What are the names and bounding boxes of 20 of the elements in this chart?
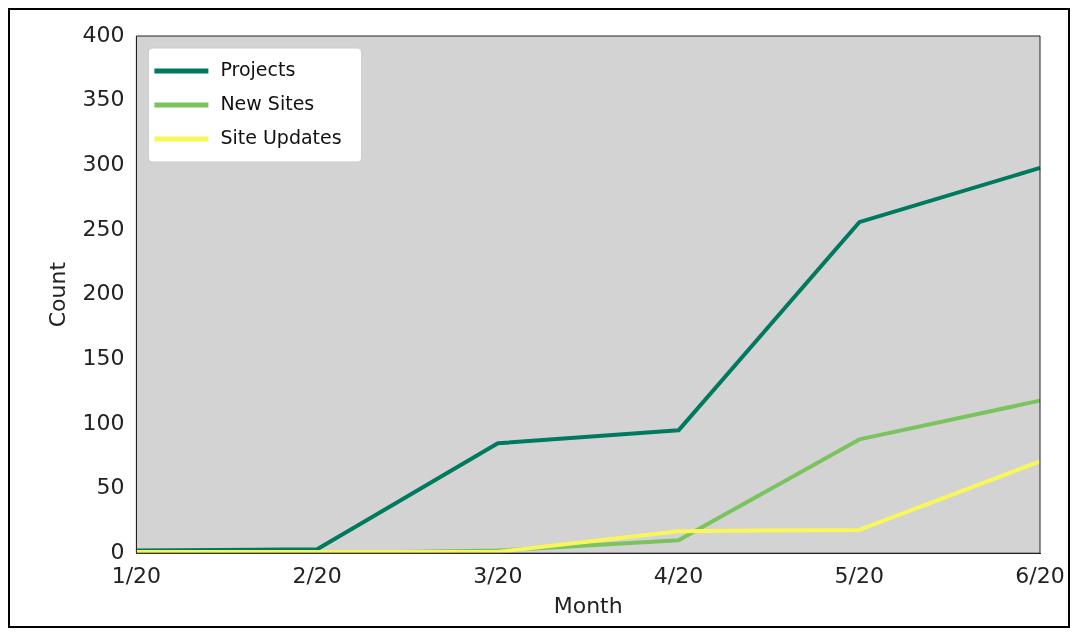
y-tick-label: 0 (110, 538, 125, 564)
y-tick-label: 400 (82, 21, 125, 47)
legend-label: Site Updates (220, 125, 342, 148)
y-tick-label: 100 (82, 409, 125, 435)
x-tick-label: 1/20 (111, 563, 162, 589)
legend-label: Projects (220, 57, 296, 80)
y-tick-label: 50 (96, 474, 125, 500)
x-tick-label: 4/20 (653, 563, 704, 589)
y-tick-label: 150 (82, 344, 125, 370)
x-tick-label: 5/20 (834, 563, 884, 589)
y-tick-label: 200 (82, 280, 125, 306)
x-tick-label: 2/20 (292, 563, 342, 589)
y-tick-label: 350 (82, 86, 125, 112)
x-tick-label: 3/20 (473, 563, 523, 589)
y-tick-label: 250 (82, 215, 125, 241)
x-axis-title: Month (553, 592, 623, 618)
x-tick-label: 6/20 (1015, 563, 1065, 589)
y-axis-title: Count (44, 261, 70, 328)
y-tick-label: 300 (82, 151, 125, 177)
legend-label: New Sites (220, 91, 315, 114)
